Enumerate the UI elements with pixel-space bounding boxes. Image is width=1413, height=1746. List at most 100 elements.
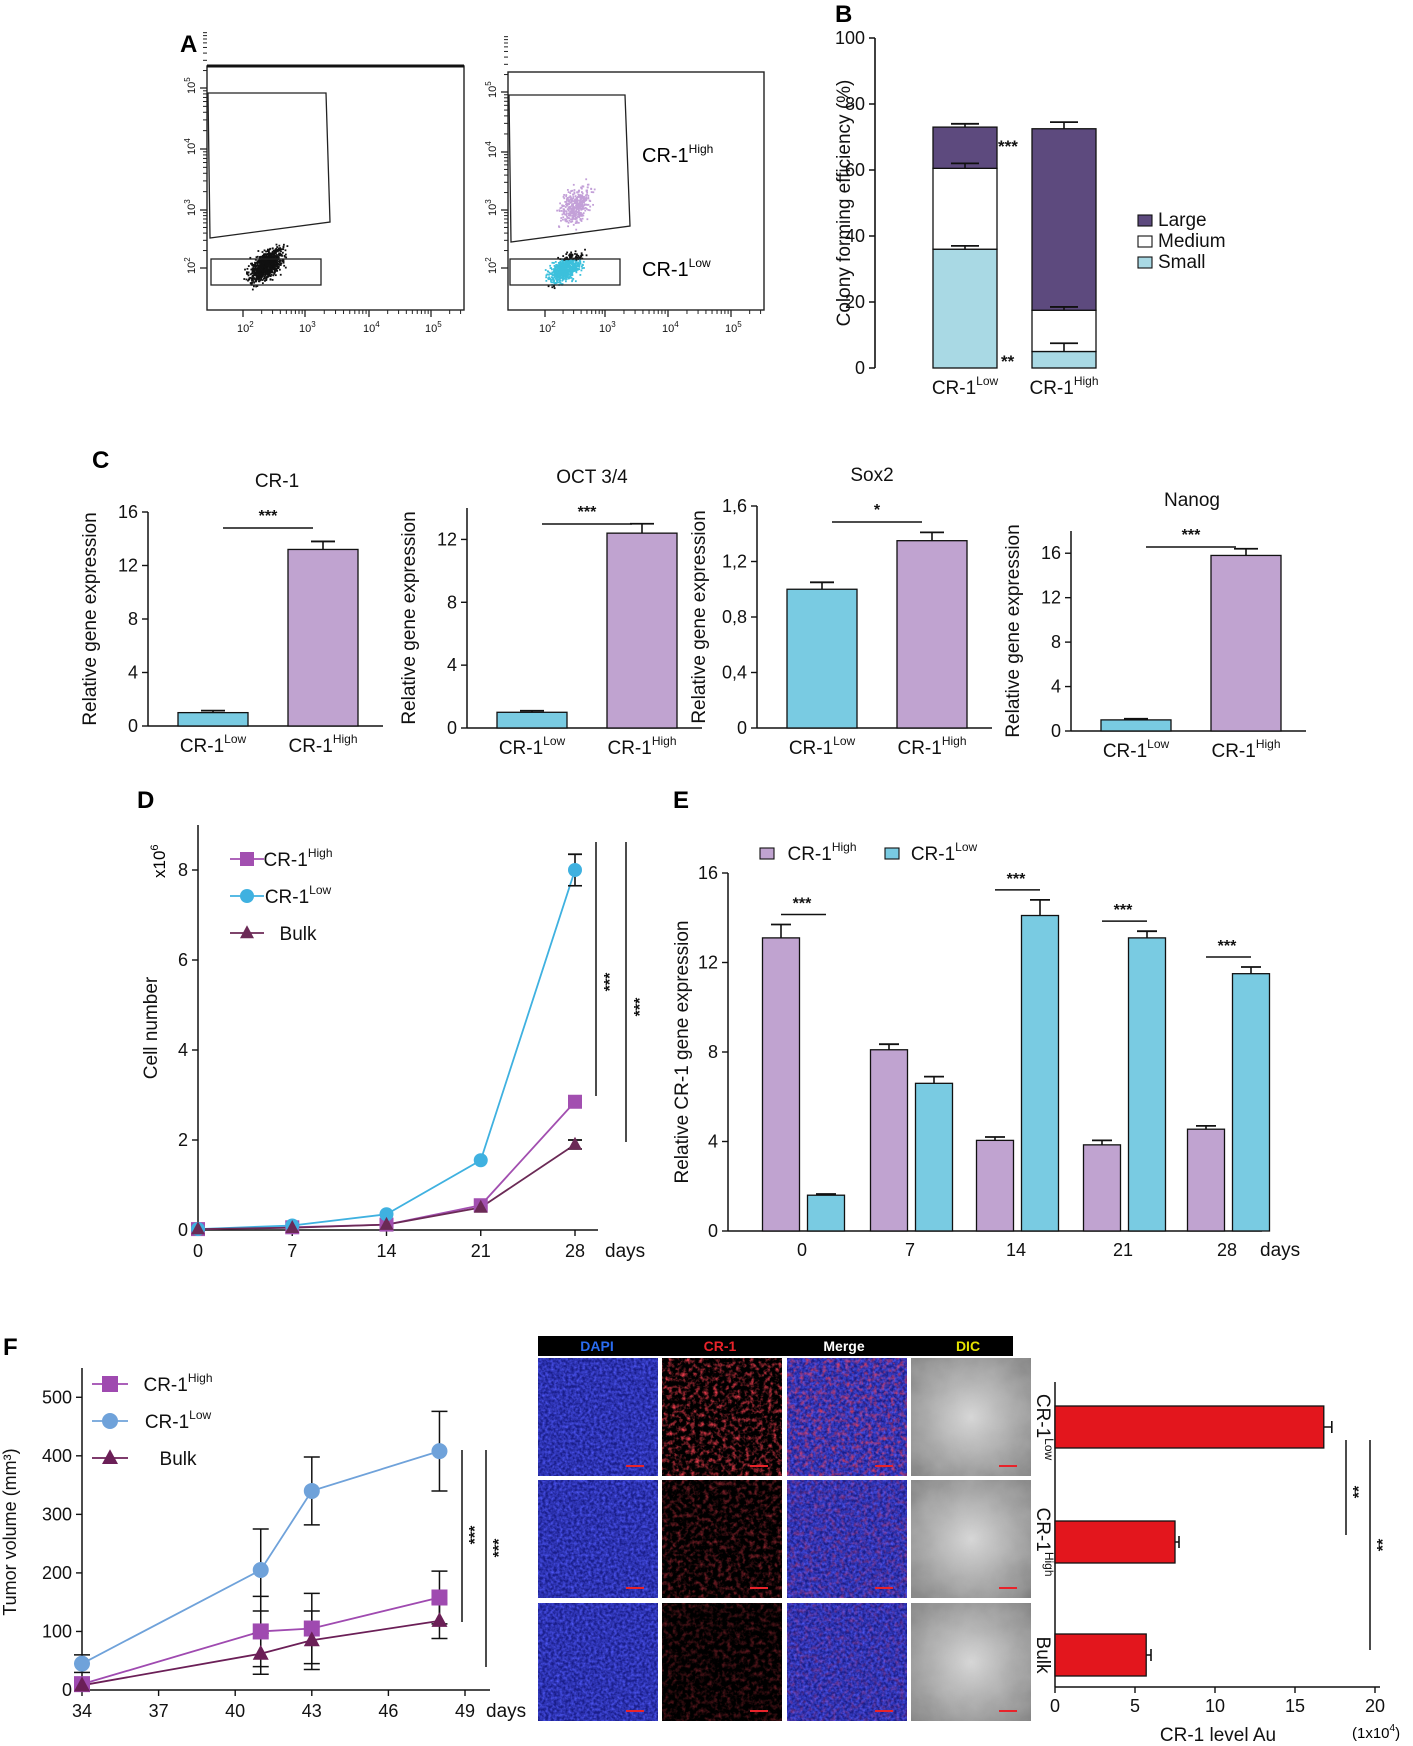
event-dot-high — [565, 204, 568, 207]
event-dot — [280, 253, 283, 256]
event-dot — [272, 260, 275, 263]
event-dot-high — [578, 214, 581, 217]
event-dot — [264, 270, 267, 273]
event-dot — [263, 276, 266, 279]
event-dot — [550, 280, 552, 282]
event-dot-high — [572, 183, 575, 186]
event-dot-high — [573, 189, 576, 191]
event-dot — [553, 271, 556, 273]
legend-marker — [240, 925, 254, 939]
y-tick-label: 0 — [62, 1680, 72, 1700]
event-dot — [269, 253, 271, 256]
event-dot — [257, 250, 260, 252]
data-point — [303, 1482, 320, 1499]
y-tick-label: 200 — [42, 1563, 72, 1583]
event-dot — [570, 255, 573, 257]
event-dot — [255, 274, 258, 276]
event-dot-high — [572, 217, 575, 220]
event-dot-high — [569, 214, 571, 217]
event-dot — [559, 279, 561, 282]
x-category-label: CR-1Low — [932, 374, 999, 399]
event-dot — [282, 243, 285, 246]
event-dot-high — [574, 214, 577, 217]
event-dot-high — [563, 194, 566, 196]
legend-marker — [240, 852, 254, 866]
micro-tile — [911, 1358, 1031, 1476]
event-dot — [546, 270, 549, 273]
event-dot — [572, 267, 575, 270]
event-dot-high — [575, 201, 578, 204]
micro-tile — [787, 1358, 907, 1476]
y-axis-label: Tumor volume (mm³) — [0, 1448, 20, 1615]
event-dot — [255, 285, 258, 288]
x-category-label: CR-1High — [288, 732, 357, 757]
event-dot-high — [559, 202, 562, 205]
significance-mark: *** — [998, 137, 1018, 156]
x-tick-label: 20 — [1365, 1696, 1385, 1716]
chart-c-cr1: 0 4 8 12 16 Relative gene expression CR-1 CR-1L… — [80, 471, 383, 757]
legend-label: Small — [1158, 252, 1206, 273]
significance-mark: *** — [1182, 527, 1201, 544]
header-cr1: CR-1 — [704, 1338, 737, 1354]
y-tick-label: 12 — [1041, 588, 1061, 608]
event-dot — [261, 279, 264, 281]
event-dot — [271, 253, 274, 256]
x-tick-label: 0 — [797, 1240, 807, 1260]
event-dot — [270, 255, 272, 258]
y-tick-label: 12 — [437, 529, 457, 549]
event-dot — [574, 257, 577, 259]
event-dot-high — [570, 196, 572, 199]
event-dot — [266, 253, 269, 255]
event-dot — [574, 264, 576, 267]
event-dot — [558, 271, 561, 274]
x-tick-label: 0 — [1050, 1696, 1060, 1716]
event-dot — [561, 260, 564, 263]
event-dot-high — [578, 189, 580, 192]
event-dot — [563, 258, 566, 261]
event-dot — [551, 261, 554, 264]
event-dot-high — [564, 206, 567, 208]
event-dot-high — [571, 189, 574, 192]
x-tick-label: 34 — [72, 1701, 92, 1721]
event-dot-high — [577, 213, 579, 216]
event-dot — [571, 270, 573, 273]
event-dot — [250, 272, 253, 275]
event-dot — [577, 268, 580, 271]
event-dot-high — [572, 215, 575, 218]
x-category-label: CR-1Low — [499, 734, 566, 759]
dapi-texture — [538, 1358, 658, 1476]
event-dot — [553, 272, 556, 275]
event-dot — [566, 257, 568, 259]
event-dot — [271, 267, 273, 270]
event-dot — [551, 268, 553, 271]
event-dot — [550, 281, 553, 284]
event-dot-high — [563, 210, 566, 212]
event-dot-high — [578, 194, 581, 197]
x-tick-label: 104 — [363, 320, 380, 335]
event-dot-high — [567, 221, 570, 224]
multiplier-d: x106 — [149, 844, 169, 878]
bar — [1210, 554, 1282, 732]
event-dot-high — [575, 204, 577, 207]
event-dot — [575, 270, 578, 273]
event-dot-high — [586, 193, 588, 196]
y-tick-label: 8 — [178, 860, 188, 880]
event-dot — [571, 263, 573, 266]
event-dot — [273, 266, 276, 269]
y-tick-label: 0 — [178, 1220, 188, 1240]
event-dot — [261, 270, 264, 273]
event-dot — [251, 262, 253, 265]
y-tick-label: 16 — [1041, 543, 1061, 563]
event-dot — [254, 280, 257, 283]
event-dot — [570, 251, 573, 254]
legend-label: CR-1Low — [911, 840, 978, 865]
event-dot — [261, 266, 264, 269]
x-category-label: CR-1High — [1211, 737, 1280, 762]
event-dot — [251, 288, 254, 291]
event-dot — [257, 273, 260, 276]
event-dot — [579, 274, 582, 276]
event-dot — [560, 262, 563, 265]
event-dot — [564, 276, 567, 279]
event-dot-high — [566, 199, 568, 202]
event-dot — [557, 264, 560, 267]
